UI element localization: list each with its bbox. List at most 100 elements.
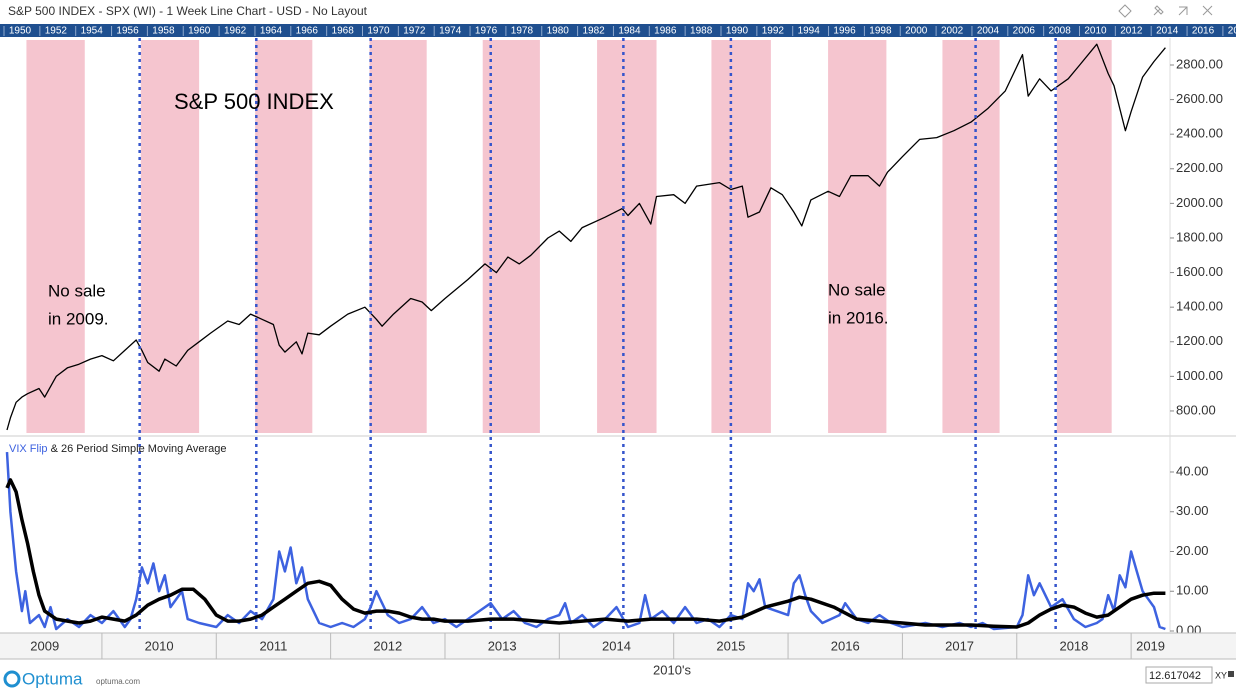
y-tick-label: 1400.00 [1176,299,1223,314]
ruler-label: 1958 [152,26,175,37]
y-tick-label: 10.00 [1176,583,1209,598]
x-tick-label: 2018 [1059,638,1088,653]
shaded-period [1056,40,1112,433]
shaded-period [711,40,771,433]
annotation: in 2009. [48,309,109,328]
ruler-label: 1982 [582,26,605,37]
ruler-label: 1996 [833,26,856,37]
ruler-label: 1962 [224,26,247,37]
ruler-label: 1954 [81,26,104,37]
ruler-label: 2016 [1192,26,1215,37]
y-tick-label: 40.00 [1176,463,1209,478]
close-button[interactable] [1202,5,1213,16]
shaded-period [597,40,657,433]
y-tick-label: 2400.00 [1176,126,1223,141]
ruler-label: 1964 [260,26,283,37]
plot-area: 800.00 1000.00 1200.00 1400.00 1600.00 1800.0… [0,38,1236,637]
ruler-label: 1956 [116,26,139,37]
y-tick-label: 1200.00 [1176,333,1223,348]
x-tick-label: 2011 [259,638,287,653]
ruler-label: 1980 [547,26,570,37]
ruler-label: 1990 [726,26,749,37]
x-tick-label: 2015 [716,638,745,653]
brand: Optuma [22,669,83,688]
ruler-label: 1994 [798,26,821,37]
y-tick-label: 30.00 [1176,503,1209,518]
legend: VIX Flip & 26 Period Simple Moving Avera… [9,443,226,455]
y-tick-label: 2600.00 [1176,91,1223,106]
x-axis: 2009 2010 2011 2012 2013 2014 2015 2016 2017 2018… [30,633,1165,659]
chart-title: S&P 500 INDEX [174,89,334,114]
shaded-period [482,40,540,433]
ruler-label: 2014 [1156,26,1179,37]
ruler-label: 2000 [905,26,928,37]
annotation: No sale [48,281,106,300]
ruler-label: 1988 [690,26,713,37]
y-tick-label: 2800.00 [1176,56,1223,71]
price-line [6,43,1166,431]
top-ruler [0,24,1236,37]
diamond-button[interactable] [1118,4,1132,18]
shaded-period [369,40,427,433]
x-tick-label: 2012 [373,638,402,653]
readout-mode[interactable]: XY [1215,670,1227,680]
ruler-label: 1952 [45,26,68,37]
top-ruler-labels: 1950 1952 1954 1956 1958 1960 1962 1964 1966 1968… [3,26,1236,37]
ruler-label: 1950 [9,26,32,37]
ruler-label: 2002 [941,26,964,37]
pin-button[interactable] [1153,5,1164,16]
ruler-label: 2010 [1084,26,1107,37]
legend-entry[interactable]: & 26 Period Simple Moving Average [51,443,227,455]
x-axis-title: 2010's [653,662,691,677]
window-title: S&P 500 INDEX - SPX (WI) - 1 Week Line C… [8,4,368,18]
ruler-label: 1978 [511,26,534,37]
x-tick-label: 2019 [1136,638,1165,653]
ruler-label: 1966 [296,26,319,37]
ruler-label: 1960 [188,26,211,37]
logo: Optuma optuma.com [3,669,140,688]
ruler-label: 1998 [869,26,892,37]
ruler-label: 1970 [367,26,390,37]
ruler-label: 2018 [1228,26,1236,37]
shaded-period [26,40,85,433]
ruler-label: 1974 [439,26,462,37]
x-axis-strip [0,633,1236,659]
shaded-period [255,40,313,433]
readout: 12.617042 [1149,670,1201,682]
expand-button[interactable] [1178,6,1188,16]
x-tick-label: 2016 [831,638,860,653]
y-tick-label: 2200.00 [1176,160,1223,175]
shaded-period [942,40,1000,433]
site: optuma.com [96,677,140,686]
y-tick-label: 2000.00 [1176,195,1223,210]
lock-icon[interactable] [1228,671,1234,677]
annotation: No sale [828,280,886,299]
ruler-label: 2012 [1120,26,1143,37]
ruler-label: 2006 [1013,26,1036,37]
x-tick-label: 2013 [488,638,517,653]
legend-entry[interactable]: VIX Flip [9,443,48,455]
y-tick-label: 20.00 [1176,543,1209,558]
window-buttons[interactable] [1118,4,1213,18]
y-tick-label: 1800.00 [1176,229,1223,244]
ruler-label: 1976 [475,26,498,37]
x-tick-label: 2014 [602,638,631,653]
ruler-label: 1968 [332,26,355,37]
y-tick-label: 800.00 [1176,402,1216,417]
shaded-period [140,40,200,433]
ruler-label: 2008 [1049,26,1072,37]
ruler-label: 2004 [977,26,1000,37]
y-tick-label: 1000.00 [1176,368,1223,383]
logo-mark [3,670,21,688]
annotation: in 2016. [828,308,889,327]
ruler-label: 1992 [762,26,785,37]
series-line [5,478,1166,629]
x-tick-label: 2010 [145,638,174,653]
x-tick-label: 2017 [945,638,974,653]
y-tick-label: 1600.00 [1176,264,1223,279]
shaded-period [828,40,887,433]
ruler-label: 1984 [618,26,641,37]
ruler-label: 1986 [654,26,677,37]
